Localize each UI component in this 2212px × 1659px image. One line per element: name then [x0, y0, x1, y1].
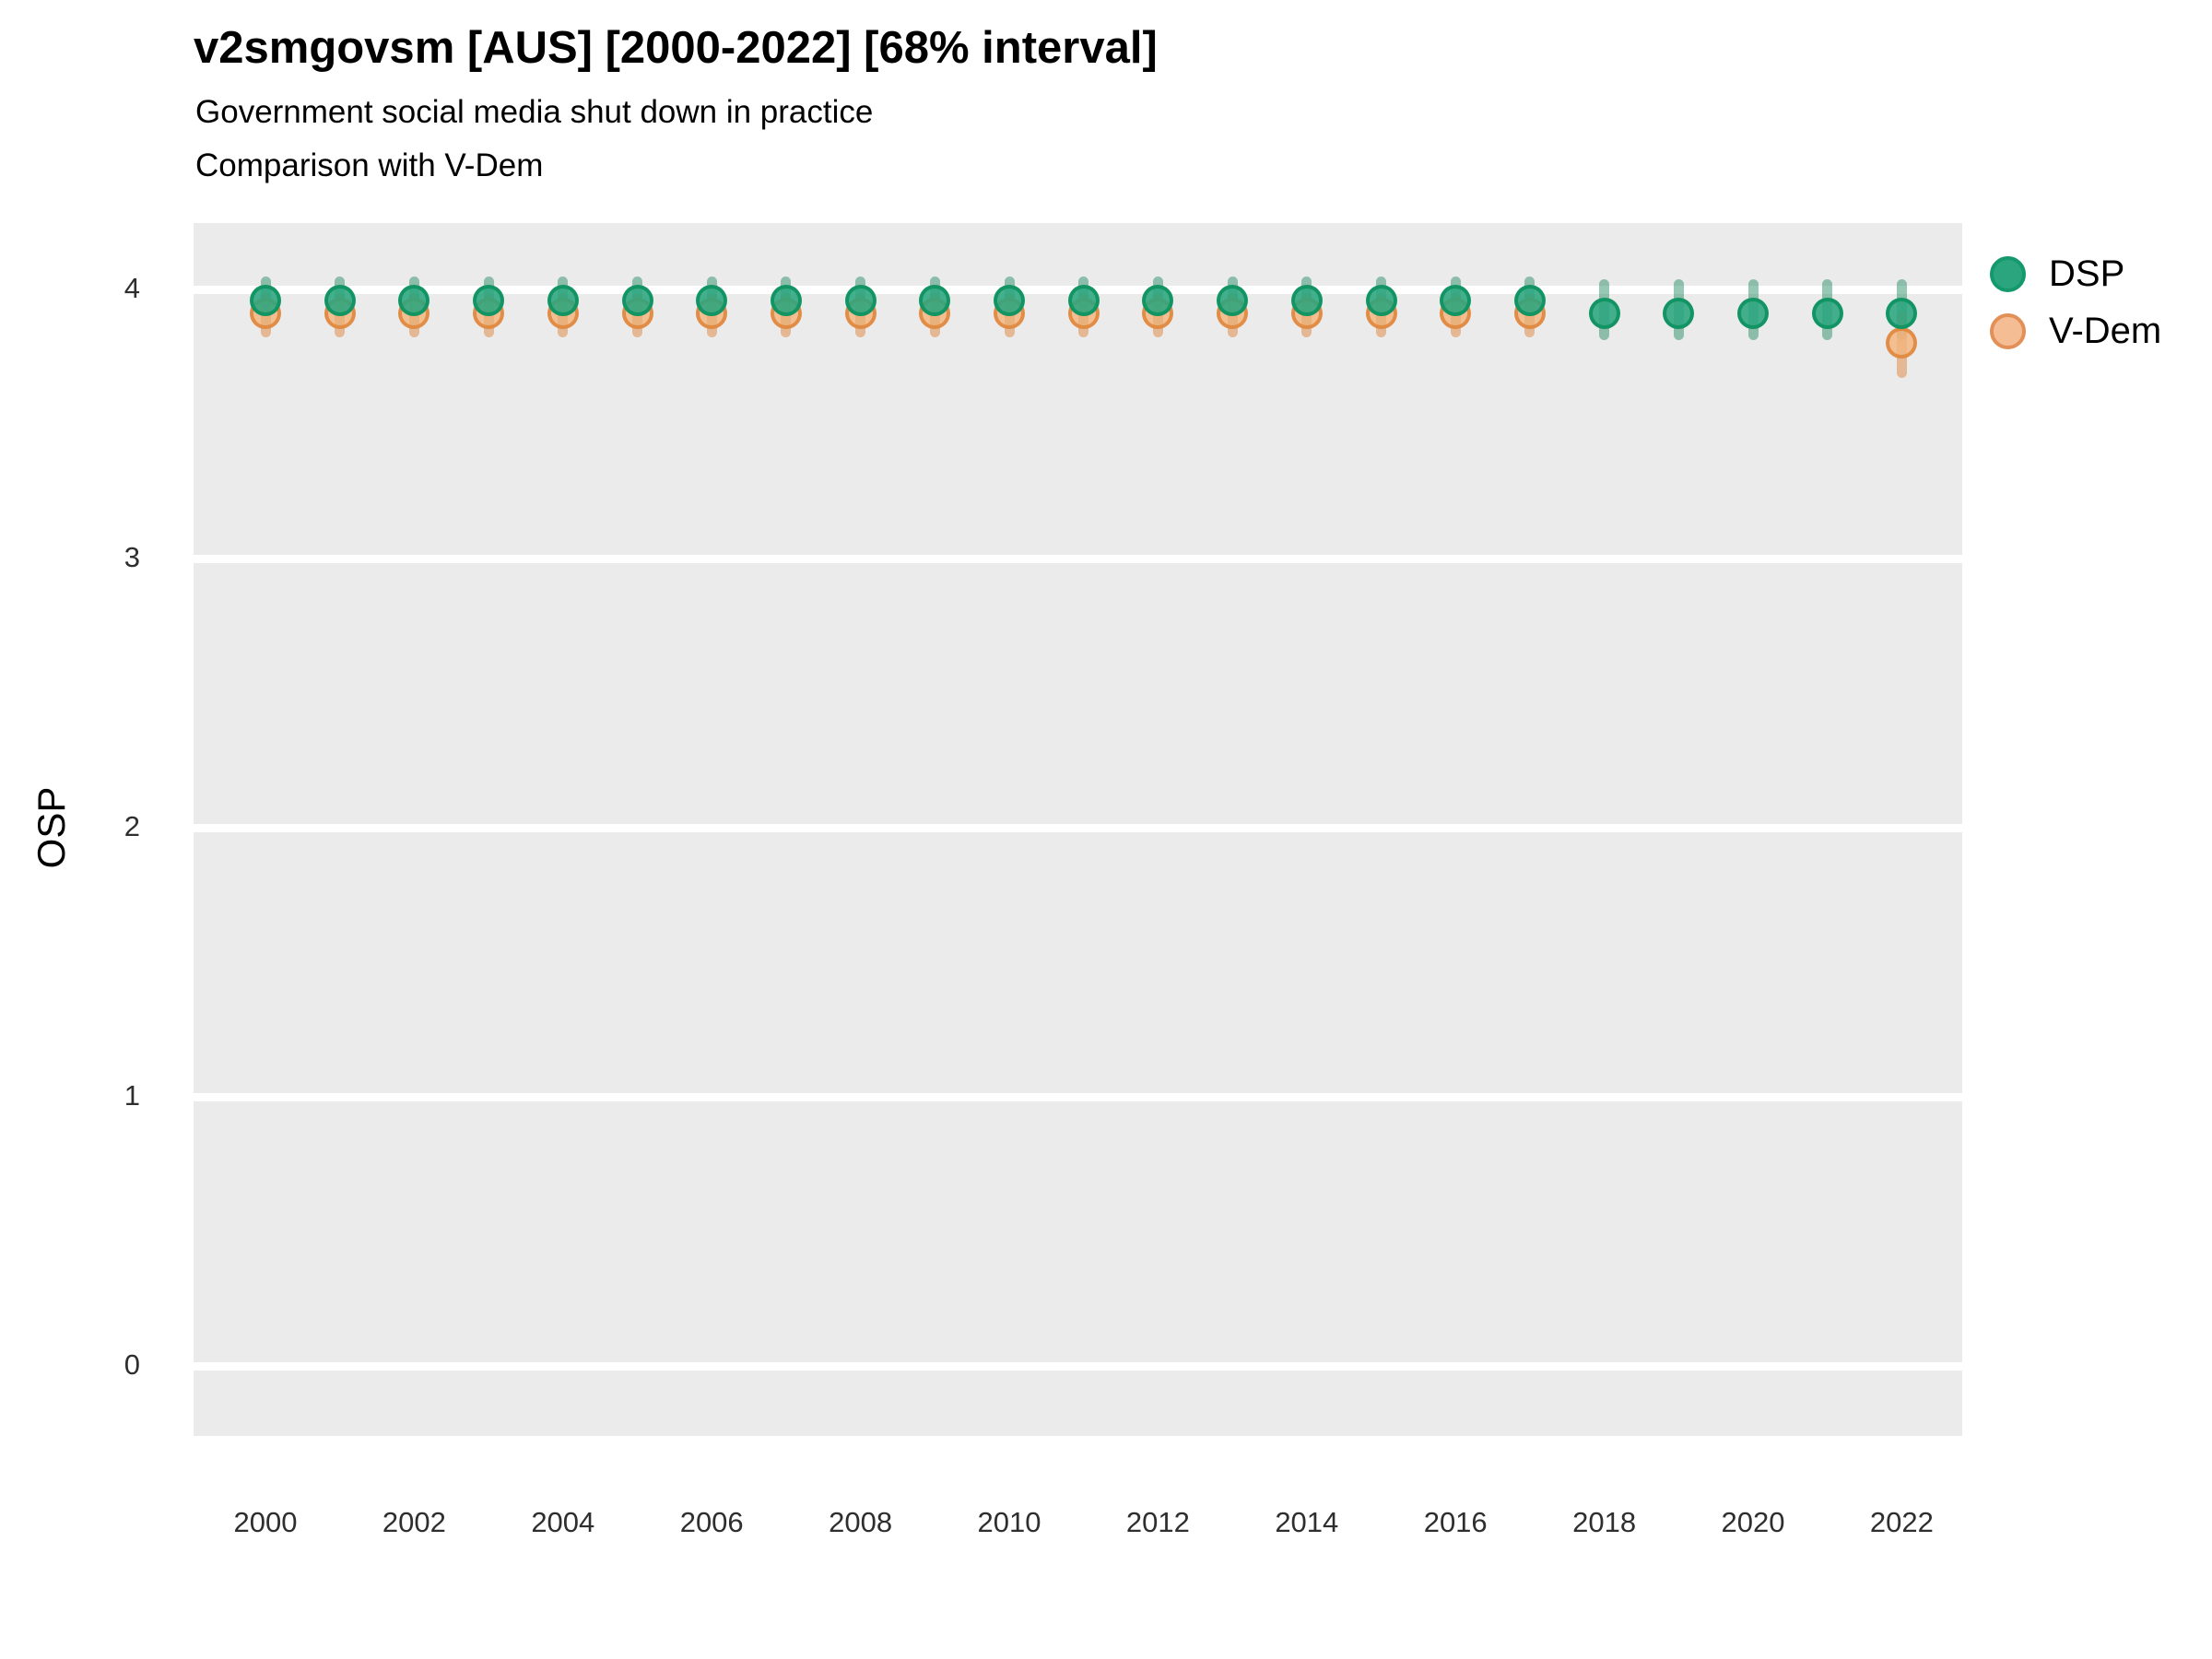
dsp-point-2010 — [994, 284, 1025, 316]
gridline-y-2 — [194, 823, 1962, 832]
dsp-point-2002 — [398, 284, 430, 316]
x-tick-label-2020: 2020 — [1721, 1506, 1785, 1538]
x-tick-label-2010: 2010 — [977, 1506, 1041, 1538]
dsp-point-2007 — [770, 284, 802, 316]
vdem-legend-dot-icon — [1990, 312, 2026, 349]
y-tick-label-3: 3 — [124, 541, 140, 573]
y-tick-label-2: 2 — [124, 810, 140, 842]
y-axis-title: OSP — [29, 786, 73, 869]
dsp-point-2004 — [547, 284, 579, 316]
x-tick-label-2008: 2008 — [829, 1506, 893, 1538]
vdem-point-2022 — [1886, 327, 1918, 359]
y-tick-label-4: 4 — [124, 272, 140, 304]
dsp-point-2000 — [250, 284, 281, 316]
dsp-point-2001 — [324, 284, 356, 316]
dsp-point-2006 — [696, 284, 728, 316]
page-title: v2smgovsm [AUS] [2000-2022] [68% interva… — [194, 23, 1158, 73]
x-tick-label-2004: 2004 — [531, 1506, 595, 1538]
dsp-point-2020 — [1737, 298, 1769, 330]
x-tick-label-2018: 2018 — [1572, 1506, 1637, 1538]
dsp-point-2015 — [1365, 284, 1397, 316]
dsp-point-2013 — [1217, 284, 1249, 316]
dsp-point-2014 — [1290, 284, 1323, 316]
chart-subtitle-line-2: Comparison with V-Dem — [195, 147, 544, 183]
dsp-point-2009 — [919, 284, 951, 316]
legend-item-vdem: V-Dem — [1990, 302, 2161, 359]
dsp-point-2005 — [621, 284, 653, 316]
legend-item-dsp: DSP — [1990, 245, 2161, 302]
plot-panel — [194, 223, 1962, 1436]
dsp-point-2019 — [1663, 298, 1695, 330]
x-tick-label-2000: 2000 — [233, 1506, 298, 1538]
legend: DSP V-Dem — [1990, 245, 2161, 359]
x-tick-label-2016: 2016 — [1423, 1506, 1488, 1538]
x-tick-label-2002: 2002 — [382, 1506, 446, 1538]
x-tick-label-2006: 2006 — [679, 1506, 744, 1538]
dsp-point-2022 — [1886, 298, 1918, 330]
x-tick-label-2022: 2022 — [1869, 1506, 1934, 1538]
gridline-y-1 — [194, 1092, 1962, 1101]
dsp-point-2003 — [473, 284, 505, 316]
x-tick-label-2012: 2012 — [1125, 1506, 1190, 1538]
y-tick-label-0: 0 — [124, 1348, 140, 1381]
dsp-point-2021 — [1811, 298, 1843, 330]
dsp-point-2008 — [844, 284, 877, 316]
dsp-point-2017 — [1513, 284, 1546, 316]
gridline-y-3 — [194, 554, 1962, 563]
dsp-point-2016 — [1440, 284, 1472, 316]
gridline-y-0 — [194, 1361, 1962, 1371]
dsp-point-2011 — [1067, 284, 1100, 316]
legend-label-dsp: DSP — [2049, 253, 2125, 294]
x-tick-label-2014: 2014 — [1275, 1506, 1339, 1538]
dsp-legend-dot-icon — [1990, 255, 2026, 292]
chart-subtitle-line-1: Government social media shut down in pra… — [195, 94, 874, 130]
dsp-point-2012 — [1142, 284, 1174, 316]
y-tick-label-1: 1 — [124, 1079, 140, 1112]
legend-label-vdem: V-Dem — [2049, 310, 2162, 351]
dsp-point-2018 — [1588, 298, 1620, 330]
